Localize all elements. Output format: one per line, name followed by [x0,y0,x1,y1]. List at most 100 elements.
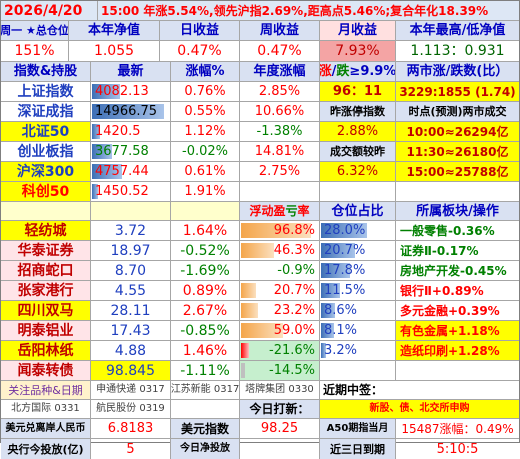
index-extra-1: 成交额较昨 [320,142,396,161]
holding-position-cell: 17.8% [320,261,396,280]
holding-row[interactable]: 华泰证券 18.97 -0.52% 46.3% 20.7% 证券Ⅱ-0.17% [1,241,519,261]
holding-name[interactable]: 明泰铝业 [1,321,91,340]
index-extra-2: 15:00≈25788亿 [396,162,519,181]
holding-row[interactable]: 岳阳林纸 4.88 1.46% -21.6% 3.2% 造纸印刷+1.28% [1,341,519,361]
maturity-label: 近三日到期 [320,439,396,459]
index-row[interactable]: 科创50 1450.52 1.91% [1,182,519,202]
date-label: 2026/4/20 [1,1,98,20]
index-price: 4757.44 [95,164,149,179]
holding-name[interactable]: 四川双马 [1,301,91,320]
header-index-holdings: 指数&持股 [1,62,91,81]
watch-item-2[interactable]: 江苏新能 0317 [171,381,240,399]
holding-price: 18.97 [91,241,171,260]
a50-label: A50期指当月 [320,419,396,438]
pl-bar [241,363,245,378]
header-latest: 最新 [91,62,171,81]
header-change: 涨幅% [171,62,240,81]
usd-cnh-label: 美元兑离岸人民币 [1,419,91,438]
holding-name[interactable]: 华泰证券 [1,241,91,260]
holding-pl: 59.0% [273,323,315,338]
watch-item-4[interactable]: 北方国际 0331 [1,400,91,418]
holding-name[interactable]: 招商蛇口 [1,261,91,280]
holding-change: 1.64% [171,221,240,240]
index-change: 0.76% [171,82,240,101]
holding-change: 2.67% [171,301,240,320]
index-extra-1: 昨涨停指数 [320,102,396,121]
index-name[interactable]: 沪深300 [1,162,91,181]
holding-name[interactable]: 闻泰转债 [1,361,91,380]
holding-row[interactable]: 轻纺城 3.72 1.64% 96.8% 28.0% 一般零售-0.36% [1,221,519,241]
slash-label: / [331,64,337,79]
index-change: 0.61% [171,162,240,181]
index-name[interactable]: 科创50 [1,182,91,201]
header-float-pl: 浮动盈亏率 [240,202,320,220]
index-name[interactable]: 深证成指 [1,102,91,121]
holding-name[interactable]: 岳阳林纸 [1,341,91,360]
price-bar [92,84,120,99]
holding-price: 3.72 [91,221,171,240]
holding-row[interactable]: 招商蛇口 8.70 -1.69% -0.9% 17.8% 房地产开发-0.45% [1,261,519,281]
index-name[interactable]: 北证50 [1,122,91,141]
index-row[interactable]: 创业板指 3677.58 -0.02% 14.81% 成交额较昨 11:30≈26180亿 [1,142,519,162]
holding-sector: 多元金融+0.39% [400,303,500,318]
watch-item-1[interactable]: 申通快递 0317 [91,381,171,399]
holding-row[interactable]: 明泰铝业 17.43 -0.85% 59.0% 8.1% 有色金属+1.18% [1,321,519,341]
header-weekday-position: 周一 ★总仓位 [1,21,69,40]
price-bar [92,124,100,139]
position-bar [321,323,334,338]
holding-position-cell [320,361,396,380]
position-bar [321,303,335,318]
limit-up-label: 涨 [320,65,332,78]
holding-sector: 银行Ⅱ+0.89% [400,283,484,298]
price-bar [92,164,122,179]
index-price: 4082.13 [95,84,149,99]
index-extra-1: 6.32% [320,162,396,181]
index-row[interactable]: 沪深300 4757.44 0.61% 2.75% 6.32% 15:00≈25788亿 [1,162,519,182]
holding-sector: 一般零售-0.36% [400,223,495,238]
index-row[interactable]: 深证成指 14966.75 0.55% 10.66% 昨涨停指数 时点(预测)两市成交 [1,102,519,122]
holding-row[interactable]: 四川双马 28.11 2.67% 23.2% 8.6% 多元金融+0.39% [1,301,519,321]
month-return: 7.93% [320,41,396,61]
holding-position: 3.2% [324,343,358,358]
watch-label: 关注品种&日期 [1,381,91,399]
week-return: 0.47% [240,41,320,61]
index-name[interactable]: 创业板指 [1,142,91,161]
pl-bar [241,343,249,358]
watch-item-5[interactable]: 航民股份 0319 [91,400,171,418]
holding-pl: -21.6% [269,343,315,358]
holding-position: 28.0% [324,223,366,238]
index-price-cell: 4082.13 [91,82,171,101]
nav-high-low: 1.113：0.931 [410,43,505,59]
holding-price: 28.11 [91,301,171,320]
holding-pl: 23.2% [273,303,315,318]
index-year-change: 2.85% [240,82,320,101]
cb-injection-label: 央行今投放(亿) [1,439,91,459]
watch-item-3[interactable]: 塔牌集团 0330 [240,381,320,399]
holding-position-cell: 20.7% [320,241,396,260]
pl-bar [241,223,311,238]
holding-name[interactable]: 轻纺城 [1,221,91,240]
usd-cnh-value: 6.8183 [91,419,171,438]
holding-row[interactable]: 张家港行 4.55 0.89% 20.7% 11.5% 银行Ⅱ+0.89% [1,281,519,301]
holding-position: 8.6% [324,303,358,318]
holding-pl-cell: -21.6% [240,341,320,360]
holding-change: 0.89% [171,281,240,300]
index-row[interactable]: 北证50 1420.5 1.12% -1.38% 2.88% 10:00≈26294亿 [1,122,519,142]
index-price-cell: 1420.5 [91,122,171,141]
index-extra-1: 96：11 [320,82,396,101]
holding-change: -1.69% [171,261,240,280]
index-row[interactable]: 上证指数 4082.13 0.76% 2.85% 96：11 3229:1855 (1.7… [1,82,519,102]
index-extra-2: 10:00≈26294亿 [396,122,519,141]
holding-pl: 96.8% [273,223,315,238]
title-row: 2026/4/20 15:00 年涨5.54%,领先沪指2.69%,距高点5.4… [1,1,519,21]
holding-change: -0.85% [171,321,240,340]
holding-row[interactable]: 闻泰转债 98.845 -1.11% -14.5% [1,361,519,381]
index-name[interactable]: 上证指数 [1,82,91,101]
pl-bar [241,243,274,258]
holding-pl: -0.9% [277,263,315,278]
index-price-cell: 14966.75 [91,102,171,121]
watch-row-1: 关注品种&日期 申通快递 0317 江苏新能 0317 塔牌集团 0330 近期… [1,381,519,400]
holding-position-cell: 3.2% [320,341,396,360]
header-sector-action: 所属板块/操作 [396,202,519,220]
holding-name[interactable]: 张家港行 [1,281,91,300]
